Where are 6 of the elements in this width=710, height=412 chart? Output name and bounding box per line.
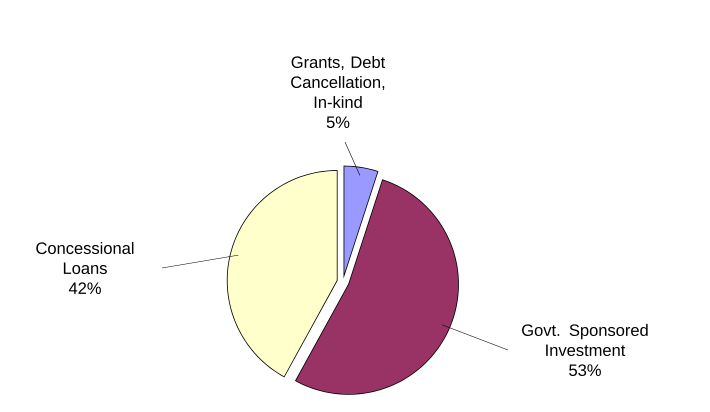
slice-label: Govt. Sponsored Investment	[522, 324, 648, 356]
data-label: 5%	[326, 116, 350, 128]
data-label: 42%	[68, 282, 101, 294]
slice-label: Grants, Debt Cancellation, In-kind	[291, 56, 386, 108]
legend-label: Concessional Loans	[36, 242, 134, 274]
data-label: 53%	[569, 364, 601, 376]
